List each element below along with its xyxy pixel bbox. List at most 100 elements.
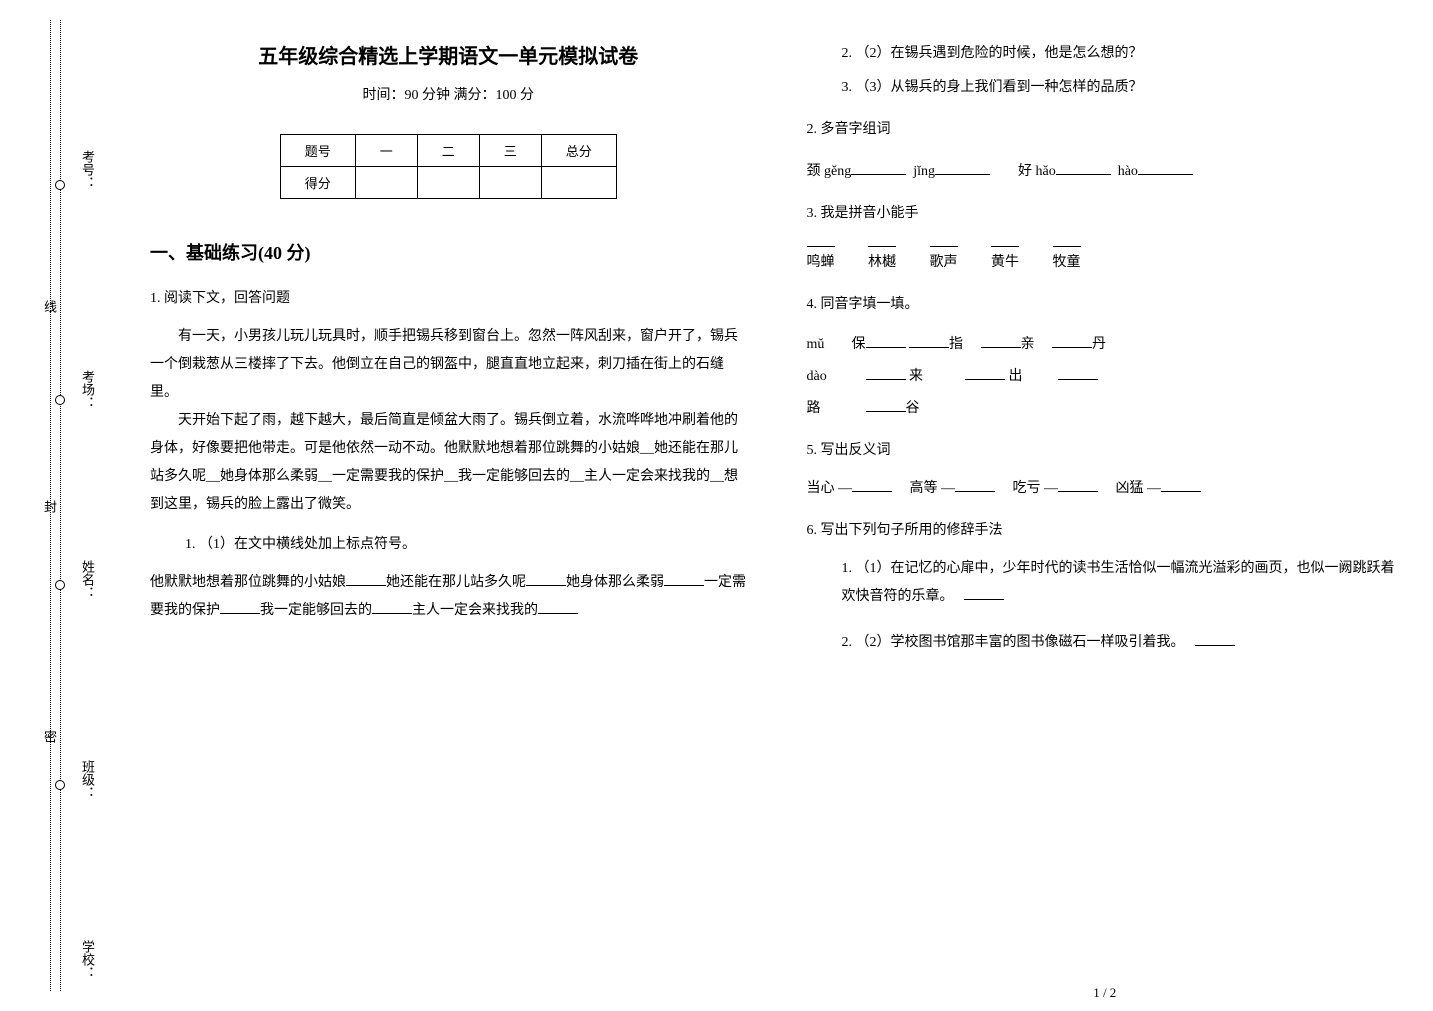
- page-left: 五年级综合精选上学期语文一单元模拟试卷 时间：90 分钟 满分：100 分 题号…: [120, 0, 777, 1011]
- homophone-char: 来: [909, 363, 923, 391]
- subq-text: 2. （2）学校图书馆那丰富的图书像磁石一样吸引着我。: [842, 635, 1185, 650]
- blank: [866, 397, 906, 412]
- pinyin-word: 鸣蝉: [807, 246, 835, 277]
- pinyin-word: 歌声: [930, 246, 958, 277]
- q-stem: 我是拼音小能手: [821, 206, 919, 221]
- section-heading: 一、基础练习(40 分): [150, 239, 747, 265]
- subquestion: 1. （1）在记忆的心扉中，少年时代的读书生活恰似一幅流光溢彩的画页，也似一阙跳…: [842, 555, 1404, 611]
- polyphone-label: jǐng: [913, 164, 935, 179]
- score-row-label: 得分: [280, 167, 355, 199]
- margin-seal-xian: 线: [40, 300, 59, 313]
- fill-text: 主人一定会来找我的: [412, 603, 538, 618]
- subquestion: 2. （2）学校图书馆那丰富的图书像磁石一样吸引着我。: [842, 629, 1404, 657]
- blank: [852, 477, 892, 492]
- margin-label-id: 考号：: [78, 150, 97, 189]
- score-header: 二: [417, 135, 479, 167]
- homophone-head: mǔ: [807, 331, 852, 359]
- subquestion: 2. （2）在锡兵遇到危险的时候，他是怎么想的？: [842, 40, 1404, 68]
- margin-circle: [55, 580, 65, 590]
- blank: [526, 571, 566, 586]
- blank: [1058, 477, 1098, 492]
- score-header: 一: [355, 135, 417, 167]
- blank: [866, 365, 906, 380]
- pinyin-word: 林樾: [868, 246, 896, 277]
- blank: [955, 477, 995, 492]
- score-header: 总分: [541, 135, 616, 167]
- dotted-line: [60, 20, 61, 991]
- score-header: 题号: [280, 135, 355, 167]
- question-3: 3. 我是拼音小能手 鸣蝉 林樾 歌声 黄牛 牧童: [807, 200, 1404, 277]
- fill-text: 我一定能够回去的: [260, 603, 372, 618]
- margin-seal-feng: 封: [40, 500, 59, 513]
- blank: [1161, 477, 1201, 492]
- blank: [964, 585, 1004, 600]
- blank: [1138, 160, 1193, 175]
- page-right: 2. （2）在锡兵遇到危险的时候，他是怎么想的？ 3. （3）从锡兵的身上我们看…: [777, 0, 1433, 1011]
- homophone-char: 谷: [906, 395, 920, 423]
- blank: [965, 365, 1005, 380]
- subq-text: 1. （1）在记忆的心扉中，少年时代的读书生活恰似一幅流光溢彩的画页，也似一阙跳…: [842, 561, 1395, 604]
- question-5: 5. 写出反义词 当心 — 高等 — 吃亏 — 凶猛 —: [807, 437, 1404, 503]
- exam-subtitle: 时间：90 分钟 满分：100 分: [150, 84, 747, 104]
- passage-text: 她身体那么柔弱: [220, 469, 318, 484]
- polyphone-label: 颈 gěng: [807, 164, 852, 179]
- q-number: 2.: [807, 122, 821, 137]
- subquestion: 1. （1）在文中横线处加上标点符号。: [185, 531, 747, 559]
- passage-text: 我一定能够回去的: [458, 469, 570, 484]
- score-cell: [417, 167, 479, 199]
- blank: [935, 160, 990, 175]
- homophone-head: dào: [807, 363, 852, 391]
- antonym-label: 高等 —: [910, 481, 956, 496]
- question-6: 6. 写出下列句子所用的修辞手法 1. （1）在记忆的心扉中，少年时代的读书生活…: [807, 517, 1404, 657]
- q-stem: 写出下列句子所用的修辞手法: [821, 523, 1003, 538]
- homophone-char: 指: [949, 331, 963, 359]
- blank: [372, 599, 412, 614]
- pinyin-word: 牧童: [1053, 246, 1081, 277]
- question-1: 1. 阅读下文，回答问题 有一天，小男孩儿玩儿玩具时，顺手把锡兵移到窗台上。忽然…: [150, 285, 747, 625]
- antonym-label: 当心 —: [807, 481, 853, 496]
- antonym-label: 凶猛 —: [1116, 481, 1162, 496]
- homophone-char: 丹: [1092, 331, 1106, 359]
- homophone-head: 路: [807, 395, 852, 423]
- q-stem: 同音字填一填。: [821, 297, 919, 312]
- antonym-label: 吃亏 —: [1013, 481, 1059, 496]
- blank: [851, 160, 906, 175]
- blank: [664, 571, 704, 586]
- homophone-char: 保: [852, 331, 866, 359]
- polyphone-label: hào: [1118, 164, 1138, 179]
- fill-text: 他默默地想着那位跳舞的小姑娘: [150, 575, 346, 590]
- blank: [1058, 365, 1098, 380]
- passage-text: 天开始下起了雨，越下越大，最后简直是倾盆大雨了。锡兵倒立着，水流哗哗地冲刷着他的…: [150, 413, 738, 456]
- q-stem: 多音字组词: [821, 122, 891, 137]
- homophone-char: 出: [1009, 363, 1023, 391]
- fill-punct-line: 他默默地想着那位跳舞的小姑娘她还能在那儿站多久呢她身体那么柔弱一定需要我的保护我…: [150, 569, 747, 625]
- q-stem: 阅读下文，回答问题: [164, 291, 290, 306]
- question-4: 4. 同音字填一填。 mǔ 保 指 亲 丹 dào: [807, 291, 1404, 423]
- blank: [1052, 333, 1092, 348]
- passage-text: 主人一定会来找我的: [584, 469, 710, 484]
- margin-label-name: 姓名：: [78, 560, 97, 599]
- margin-label-school: 学校：: [78, 940, 97, 979]
- passage-para: 有一天，小男孩儿玩儿玩具时，顺手把锡兵移到窗台上。忽然一阵风刮来，窗户开了，锡兵…: [150, 323, 747, 407]
- subquestion: 3. （3）从锡兵的身上我们看到一种怎样的品质？: [842, 74, 1404, 102]
- q-number: 1.: [150, 291, 164, 306]
- score-cell: [355, 167, 417, 199]
- subquestion-list: 2. （2）在锡兵遇到危险的时候，他是怎么想的？ 3. （3）从锡兵的身上我们看…: [807, 40, 1404, 102]
- blank: [220, 599, 260, 614]
- polyphone-label: 好 hǎo: [1018, 164, 1056, 179]
- exam-title: 五年级综合精选上学期语文一单元模拟试卷: [150, 40, 747, 69]
- margin-circle: [55, 395, 65, 405]
- blank: [909, 333, 949, 348]
- q-number: 3.: [807, 206, 821, 221]
- page-number: 1 / 2: [1093, 985, 1116, 1001]
- score-table: 题号 一 二 三 总分 得分: [280, 134, 617, 199]
- score-cell: [479, 167, 541, 199]
- blank: [346, 571, 386, 586]
- blank: [1056, 160, 1111, 175]
- question-2: 2. 多音字组词 颈 gěng jǐng 好 hǎo hào: [807, 116, 1404, 186]
- blank: [538, 599, 578, 614]
- binding-margin: 学校： 班级： 姓名： 考场： 考号： 密 封 线: [0, 0, 120, 1011]
- blank: [866, 333, 906, 348]
- margin-circle: [55, 780, 65, 790]
- score-cell: [541, 167, 616, 199]
